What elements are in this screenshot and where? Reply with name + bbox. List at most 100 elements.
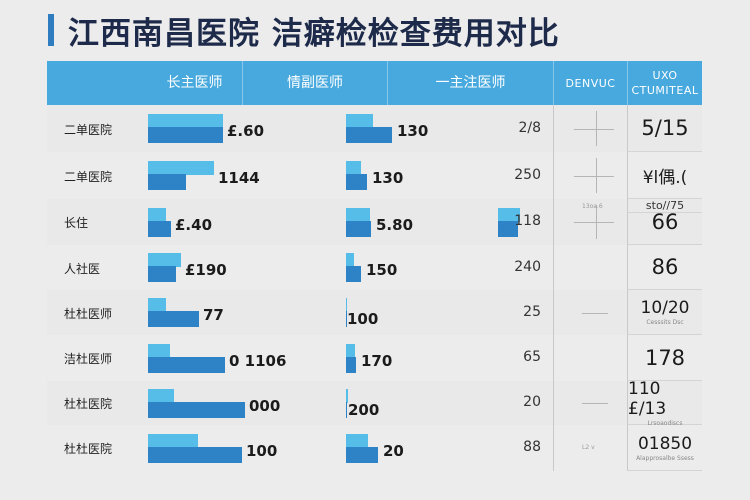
bar-segment-light [346,344,355,358]
sparkline [596,205,597,239]
bar-value: 130 [372,169,404,187]
bar-segment-dark [148,127,223,143]
bar-segment-dark [148,221,171,237]
bar-segment-dark [346,357,356,373]
summary-cell: 01850 Alapprosalbe Ssess [627,425,702,471]
bar-value: £.40 [175,216,213,234]
summary-value: 01850 [637,433,693,454]
attending-value: 250 [514,167,541,183]
header-cell-summary: UXO CTUMITEAL [627,61,702,105]
table-row: 二单医院 £.60 130 2/8 5/15 [47,105,702,152]
bar-value: 77 [203,306,224,324]
summary-cell: 66 [627,199,702,245]
bar-segment-light [346,389,348,403]
table-header: 长主医师 情副医师 一主注医师 DENVUC UXO CTUMITEAL [47,61,702,105]
bar-segment-light [148,389,174,403]
bar-value: 150 [366,261,398,279]
summary-value: 5/15 [641,116,689,140]
bar-segment-light [346,253,354,267]
bar-segment-light [346,161,361,175]
bar-segment-dark [148,266,176,282]
bar-segment-dark [498,221,518,237]
sparkline-cell [553,245,631,290]
bar-value: 20 [383,442,404,460]
summary-note: sto//75 [627,199,702,213]
attending-value: 240 [514,259,541,275]
bar-segment-dark [346,402,347,418]
bar-segment-dark [148,447,242,463]
sparkline [582,403,608,404]
header-cell-chief: 长主医师 [166,74,223,91]
bar-segment-light [148,298,166,312]
bar-segment-light [346,434,368,448]
summary-cell: 10/20 Cesssits Dsc [627,290,702,335]
table-row: 洁杜医师 0 1106 170 65 178 [47,335,702,381]
sparkline-cell: L2 v [553,425,631,471]
summary-caption: Cesssits Dsc [646,319,684,326]
attending-value: 118 [514,213,541,229]
bar-segment-light [148,208,166,222]
bar-segment-dark [346,174,367,190]
summary-cell: 178 [627,335,702,381]
bar-segment-dark [148,311,199,327]
bar-segment-light [148,161,214,175]
summary-cell: 5/15 [627,105,702,152]
summary-value: 110 £/13 [628,378,667,419]
bar-value: 5.80 [376,216,414,234]
bar-segment-light [498,208,520,222]
bar-segment-dark [346,221,371,237]
table-row: 人社医 £190 150 240 86 [47,245,702,290]
bar-segment-dark [148,174,186,190]
bar-value: 000 [249,397,281,415]
table-row: 杜杜医师 77 100 25 10/20 Cesssits Dsc [47,290,702,335]
title-accent-bar [48,14,54,46]
sparkline-cell: 13oa.6 [553,199,631,245]
bar-value: £190 [185,261,227,279]
cost-comparison-table: 长主医师 情副医师 一主注医师 DENVUC UXO CTUMITEAL 二单医… [47,61,702,471]
row-label: 洁杜医师 [64,352,113,366]
bar-segment-dark [346,266,361,282]
summary-caption: Alapprosalbe Ssess [636,454,694,462]
bar-segment-light [148,253,181,267]
summary-cell: 110 £/13 Lrsoaodiscs [627,378,702,427]
bar-segment-light [346,208,370,222]
bar-value: 170 [361,352,393,370]
bar-segment-light [148,114,223,128]
summary-caption: Lrsoaodiscs [647,419,683,427]
row-label: 二单医院 [64,123,113,137]
summary-value: ¥l偶.( [642,167,688,188]
bar-segment-dark [346,311,347,327]
attending-value: 88 [523,439,541,455]
sparkline [582,313,608,314]
bar-segment-dark [346,127,392,143]
bar-segment-dark [148,402,245,418]
bar-segment-light [148,434,198,448]
sparkline [574,222,614,223]
sparkline-cell [553,290,631,335]
table-row: 杜杜医院 000 200 20 110 £/13 Lrsoaodiscs [47,378,702,427]
summary-value: 66 [651,209,679,234]
bar-segment-light [346,298,347,312]
sparkline [574,129,614,130]
bar-segment-dark [148,357,225,373]
bar-value: 100 [347,310,379,328]
header-cell-category [47,61,147,105]
bar-value: 100 [246,442,278,460]
summary-value: 178 [644,345,686,370]
sparkline-cell [553,335,631,381]
summary-value: 86 [651,255,679,279]
bar-value: 1144 [218,169,260,187]
row-label: 杜杜医院 [64,397,113,411]
sparkline-cell [553,381,631,425]
row-label: 人社医 [64,262,101,276]
sparkline-cell [553,152,631,199]
sparkline [596,158,597,193]
bar-segment-light [346,114,373,128]
bar-value: 130 [397,122,429,140]
header-cell-associate: 情副医师 [242,61,387,105]
sparkline [574,176,614,177]
attending-value: 25 [523,304,541,320]
sparkline [596,111,597,146]
row-label: 杜杜医师 [64,307,113,321]
bar-value: £.60 [227,122,265,140]
